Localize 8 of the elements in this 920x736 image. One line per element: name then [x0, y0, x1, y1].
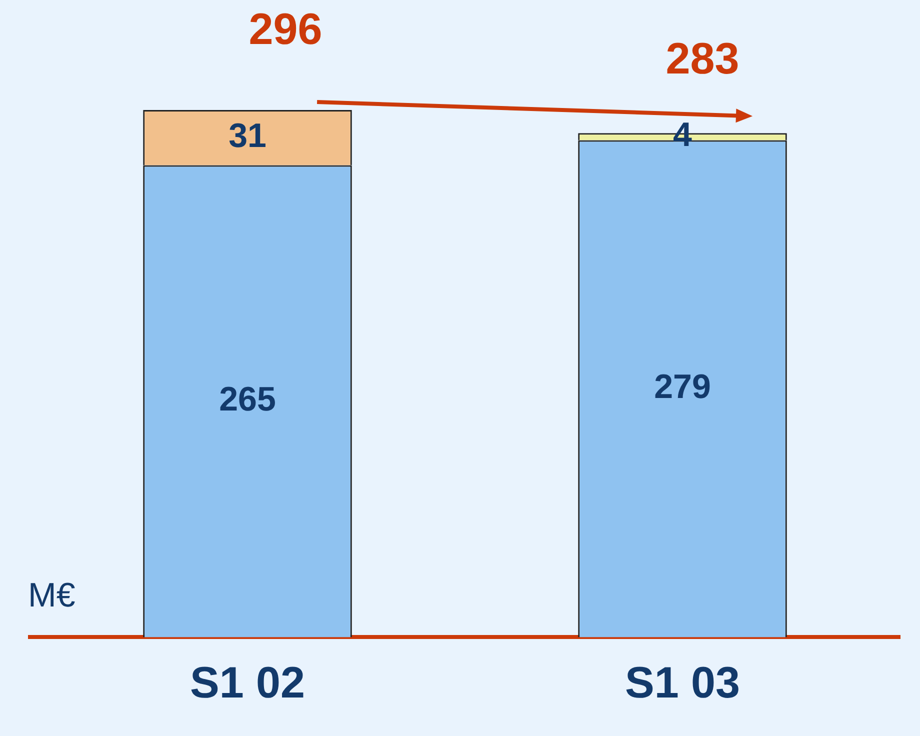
data-label: 31 [228, 116, 266, 155]
x-tick-label: S1 02 [190, 658, 305, 708]
data-label: 279 [654, 368, 711, 406]
y-axis-title: M€ [28, 576, 76, 615]
total-label: 283 [666, 34, 740, 84]
data-label: 265 [219, 380, 276, 419]
x-tick-label: S1 03 [625, 658, 740, 708]
total-label: 296 [248, 5, 322, 54]
